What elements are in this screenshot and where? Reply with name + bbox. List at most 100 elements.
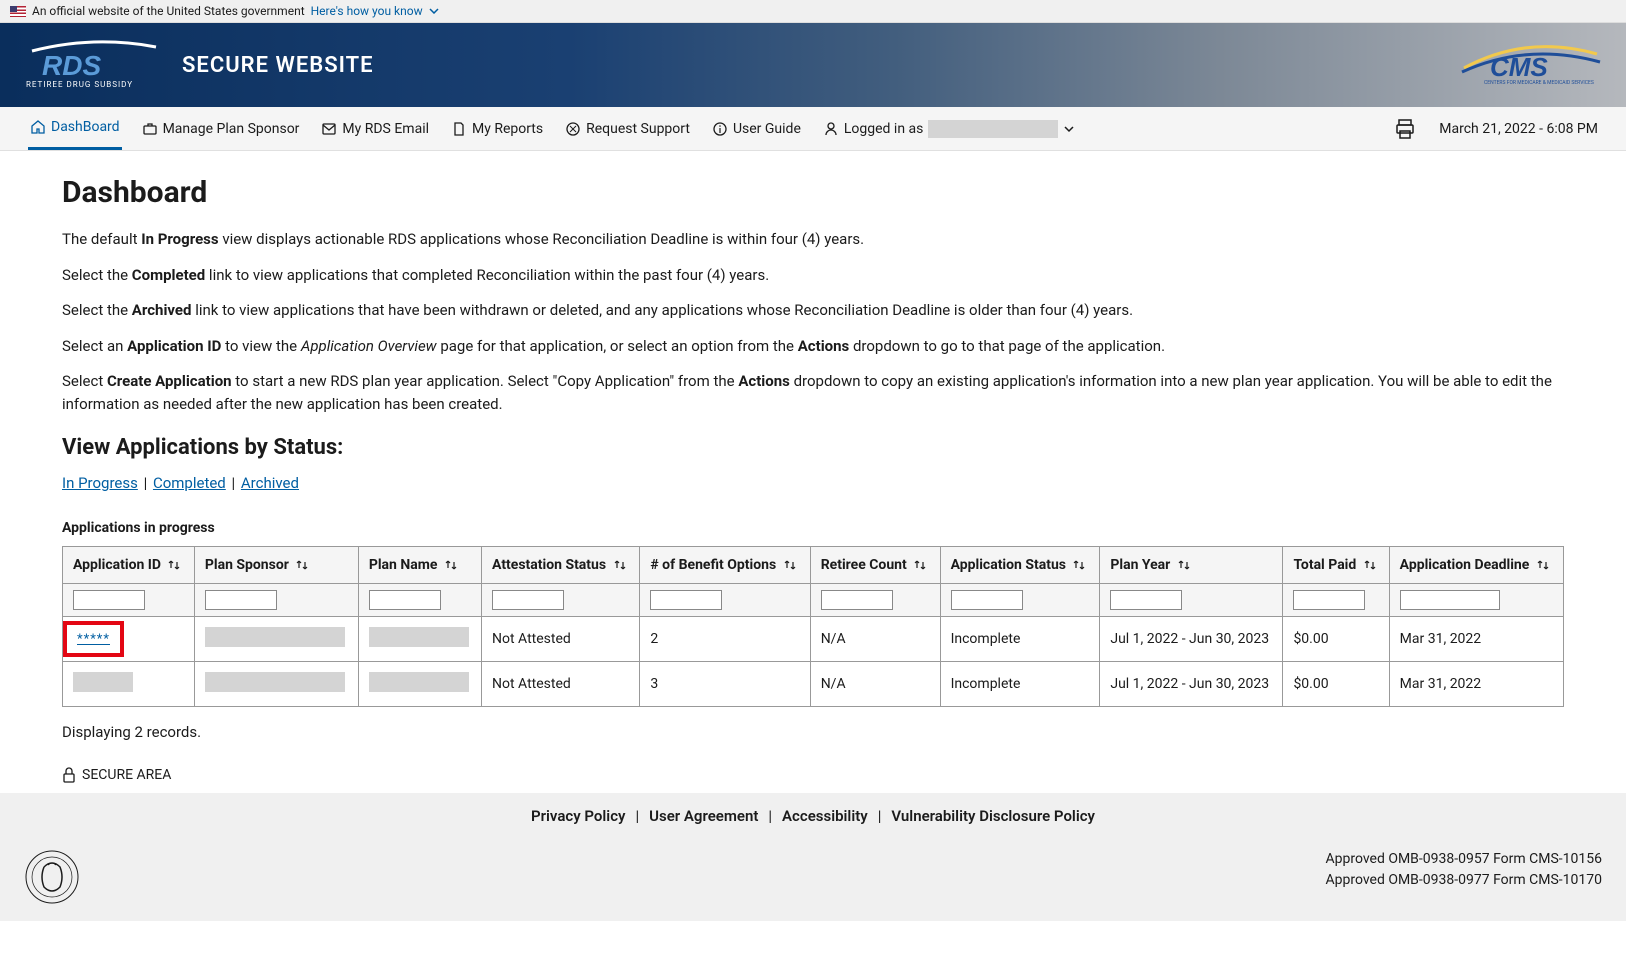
- briefcase-icon: [142, 121, 158, 137]
- cell-benefit_options: 2: [640, 617, 810, 662]
- nav-label: DashBoard: [51, 119, 120, 135]
- cell-total_paid: $0.00: [1283, 617, 1389, 662]
- application-id-link[interactable]: *****: [77, 632, 110, 647]
- nav-manage-plan-sponsor[interactable]: Manage Plan Sponsor: [140, 109, 302, 149]
- chevron-down-icon: [1063, 125, 1075, 133]
- column-filter-input[interactable]: [1293, 590, 1365, 610]
- redacted-value: [369, 672, 469, 692]
- table-caption: Applications in progress: [62, 520, 1564, 536]
- nav-label: Request Support: [586, 121, 690, 137]
- info-icon: [712, 121, 728, 137]
- header: RDS RETIREE DRUG SUBSIDY SECURE WEBSITE …: [0, 23, 1626, 107]
- separator: |: [635, 807, 639, 825]
- cell-deadline: Mar 31, 2022: [1389, 662, 1563, 707]
- column-header[interactable]: Plan Name: [358, 547, 481, 584]
- column-header[interactable]: Application Deadline: [1389, 547, 1563, 584]
- separator: |: [768, 807, 772, 825]
- table-header-row: Application ID Plan Sponsor Plan Name At…: [63, 547, 1564, 584]
- column-header[interactable]: Application ID: [63, 547, 195, 584]
- intro-para: The default In Progress view displays ac…: [62, 228, 1564, 251]
- svg-text:CENTERS FOR MEDICARE & MEDICAI: CENTERS FOR MEDICARE & MEDICAID SERVICES: [1484, 80, 1594, 86]
- redacted-value: [369, 627, 469, 647]
- print-icon[interactable]: [1393, 117, 1417, 141]
- cell-attestation: Not Attested: [482, 617, 640, 662]
- table-row: Not Attested3N/AIncompleteJul 1, 2022 - …: [63, 662, 1564, 707]
- secure-website-title: SECURE WEBSITE: [182, 53, 374, 78]
- separator: |: [228, 474, 239, 492]
- gov-banner-text: An official website of the United States…: [32, 4, 305, 18]
- records-count: Displaying 2 records.: [62, 723, 1564, 741]
- gov-banner: An official website of the United States…: [0, 0, 1626, 23]
- status-links: In Progress | Completed | Archived: [62, 474, 1564, 492]
- nav-label: My RDS Email: [342, 121, 429, 137]
- column-header[interactable]: Application Status: [940, 547, 1100, 584]
- chevron-down-icon: [429, 8, 439, 14]
- footer-bottom: Approved OMB-0938-0957 Form CMS-10156 Ap…: [0, 839, 1626, 921]
- footer-link[interactable]: Privacy Policy: [531, 807, 625, 825]
- column-filter-input[interactable]: [650, 590, 722, 610]
- nav-right: March 21, 2022 - 6:08 PM: [1393, 117, 1598, 141]
- status-link-in-progress[interactable]: In Progress: [62, 474, 138, 492]
- nav-logged-in[interactable]: Logged in as: [821, 108, 1078, 150]
- nav-request-support[interactable]: Request Support: [563, 109, 692, 149]
- support-icon: [565, 121, 581, 137]
- cell-retiree_count: N/A: [810, 662, 940, 707]
- secure-area-label: SECURE AREA: [82, 767, 171, 783]
- mail-icon: [321, 121, 337, 137]
- nav-label: User Guide: [733, 121, 801, 137]
- lock-icon: [62, 767, 76, 783]
- column-header[interactable]: Retiree Count: [810, 547, 940, 584]
- cell-benefit_options: 3: [640, 662, 810, 707]
- cell-plan_year: Jul 1, 2022 - Jun 30, 2023: [1100, 617, 1283, 662]
- column-filter-input[interactable]: [1110, 590, 1182, 610]
- column-filter-input[interactable]: [951, 590, 1023, 610]
- approval-line: Approved OMB-0938-0977 Form CMS-10170: [1326, 870, 1603, 891]
- column-header[interactable]: Total Paid: [1283, 547, 1389, 584]
- column-filter-input[interactable]: [492, 590, 564, 610]
- cell-plan_year: Jul 1, 2022 - Jun 30, 2023: [1100, 662, 1283, 707]
- redacted-value: [205, 672, 345, 692]
- column-filter-input[interactable]: [205, 590, 277, 610]
- column-header[interactable]: Plan Year: [1100, 547, 1283, 584]
- svg-text:RETIREE DRUG SUBSIDY: RETIREE DRUG SUBSIDY: [26, 80, 133, 89]
- intro-para: Select an Application ID to view the App…: [62, 335, 1564, 358]
- footer-link[interactable]: Accessibility: [782, 807, 868, 825]
- status-link-archived[interactable]: Archived: [241, 474, 299, 492]
- timestamp: March 21, 2022 - 6:08 PM: [1439, 121, 1598, 137]
- cell-deadline: Mar 31, 2022: [1389, 617, 1563, 662]
- footer-link[interactable]: User Agreement: [649, 807, 758, 825]
- column-filter-input[interactable]: [1400, 590, 1500, 610]
- column-header[interactable]: Attestation Status: [482, 547, 640, 584]
- nav-dashboard[interactable]: DashBoard: [28, 107, 122, 150]
- nav-my-rds-email[interactable]: My RDS Email: [319, 109, 431, 149]
- column-header[interactable]: # of Benefit Options: [640, 547, 810, 584]
- gov-banner-link[interactable]: Here's how you know: [311, 4, 423, 18]
- footer-link[interactable]: Vulnerability Disclosure Policy: [891, 807, 1095, 825]
- column-filter-input[interactable]: [821, 590, 893, 610]
- cell-status: Incomplete: [940, 617, 1100, 662]
- status-link-completed[interactable]: Completed: [153, 474, 226, 492]
- column-filter-input[interactable]: [73, 590, 145, 610]
- nav-user-guide[interactable]: User Guide: [710, 109, 803, 149]
- separator: |: [140, 474, 151, 492]
- redacted-value: [205, 627, 345, 647]
- nav-my-reports[interactable]: My Reports: [449, 109, 545, 149]
- column-header[interactable]: Plan Sponsor: [194, 547, 358, 584]
- cell-status: Incomplete: [940, 662, 1100, 707]
- intro-para: Select the Completed link to view applic…: [62, 264, 1564, 287]
- highlighted-app-id: *****: [63, 621, 124, 657]
- us-flag-icon: [10, 6, 26, 17]
- intro-para: Select Create Application to start a new…: [62, 370, 1564, 415]
- intro-para: Select the Archived link to view applica…: [62, 299, 1564, 322]
- footer-links: Privacy Policy | User Agreement | Accessibil…: [0, 793, 1626, 839]
- home-icon: [30, 119, 46, 135]
- nav-label: Manage Plan Sponsor: [163, 121, 300, 137]
- file-icon: [451, 121, 467, 137]
- svg-text:CMS: CMS: [1490, 52, 1548, 82]
- nav-label: My Reports: [472, 121, 543, 137]
- cell-total_paid: $0.00: [1283, 662, 1389, 707]
- redacted-value: [73, 672, 133, 692]
- main-content: Dashboard The default In Progress view d…: [0, 151, 1626, 793]
- column-filter-input[interactable]: [369, 590, 441, 610]
- rds-logo-mark: RDS RETIREE DRUG SUBSIDY: [24, 37, 164, 93]
